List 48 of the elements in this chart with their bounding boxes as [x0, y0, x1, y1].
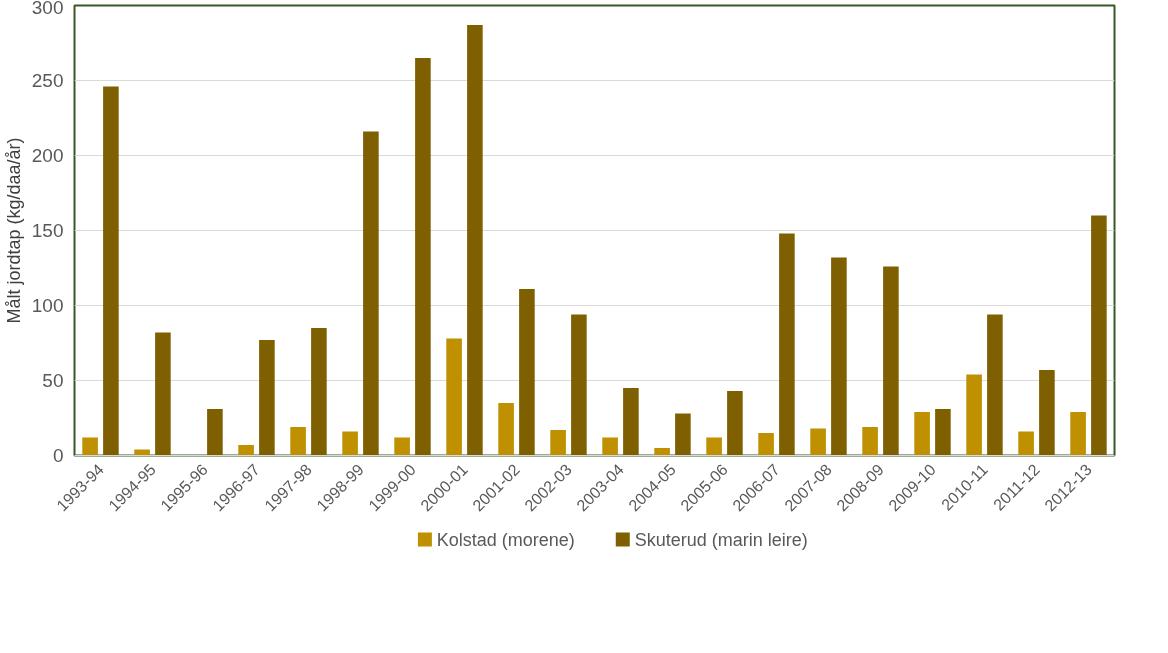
y-tick-label: 250: [31, 70, 64, 91]
bar: [1070, 412, 1086, 456]
bar: [519, 289, 535, 456]
bar: [467, 25, 483, 456]
legend-label: Skuterud (marin leire): [634, 529, 808, 550]
bar: [706, 437, 722, 456]
bar: [758, 433, 774, 456]
y-tick-label: 200: [31, 145, 64, 166]
bar: [1039, 370, 1055, 456]
y-tick-label: 150: [31, 220, 64, 241]
bar: [831, 257, 847, 456]
bar: [1018, 431, 1034, 456]
bar: [155, 332, 171, 456]
bar: [103, 86, 119, 456]
bar: [394, 437, 410, 456]
bar: [883, 266, 899, 456]
y-axis-title: Målt jordtap (kg/daa/år): [3, 137, 24, 324]
bar: [966, 374, 982, 456]
bar: [571, 314, 587, 456]
y-tick-label: 0: [52, 445, 64, 466]
bar: [602, 437, 618, 456]
bar: [363, 131, 379, 456]
y-tick-label: 100: [31, 295, 64, 316]
bar: [810, 428, 826, 456]
bar: [623, 388, 639, 456]
bar: [779, 233, 795, 456]
legend-label: Kolstad (morene): [436, 529, 575, 550]
bar: [238, 445, 254, 456]
bar: [207, 409, 223, 456]
bar: [935, 409, 951, 456]
bar: [259, 340, 275, 456]
bar: [82, 437, 98, 456]
bar: [550, 430, 566, 456]
bar: [675, 413, 691, 456]
y-tick-label: 50: [42, 370, 64, 391]
bar: [862, 427, 878, 456]
bar: [415, 58, 431, 456]
y-tick-label: 300: [31, 0, 64, 18]
bar: [290, 427, 306, 456]
bar: [342, 431, 358, 456]
bar: [727, 391, 743, 456]
bar: [311, 328, 327, 456]
bar: [987, 314, 1003, 456]
bar: [654, 448, 670, 456]
bar: [446, 338, 462, 456]
bar: [914, 412, 930, 456]
bar: [498, 403, 514, 456]
bar: [1091, 215, 1107, 456]
